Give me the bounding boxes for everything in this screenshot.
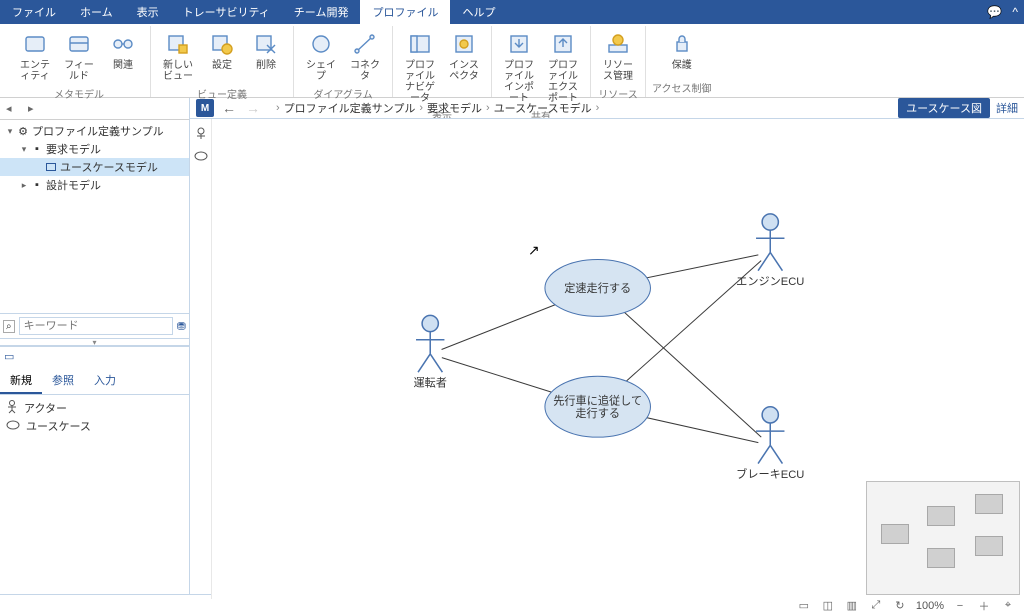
home-badge[interactable]: M (196, 99, 214, 117)
ribbon-delete-button[interactable]: 削除 (245, 28, 287, 73)
ribbon: エンティティフィールド関連メタモデル新しいビュー設定削除ビュー定義シェイプコネク… (0, 24, 1024, 98)
crumb[interactable]: 要求モデル (427, 100, 482, 116)
ribbon-protect-button[interactable]: 保護 (661, 28, 703, 73)
zoom-label: 100% (916, 600, 944, 612)
filter-icon[interactable]: ⛃ (177, 320, 186, 333)
menu-表示[interactable]: 表示 (125, 0, 171, 24)
ribbon-entity-button[interactable]: エンティティ (14, 28, 56, 84)
diagram-canvas[interactable]: 運転者エンジンECUブレーキECU定速走行する先行車に追従して走行する↖ (212, 119, 1024, 599)
tree-item[interactable]: ▾▪要求モデル (0, 140, 189, 158)
stencil-column (190, 119, 212, 599)
ribbon-relation-button[interactable]: 関連 (102, 28, 144, 73)
ribbon-settings-button[interactable]: 設定 (201, 28, 243, 73)
search-icon: ⌕ (3, 320, 15, 333)
palette-item-usecase[interactable]: ユースケース (6, 417, 183, 435)
usecase-uc2[interactable]: 先行車に追従して走行する (545, 376, 651, 437)
palette-tab-入力[interactable]: 入力 (84, 368, 126, 394)
collapse-handle[interactable]: ▾ (0, 338, 189, 346)
nav-back[interactable]: ← (220, 100, 238, 116)
svg-text:ブレーキECU: ブレーキECU (736, 467, 804, 481)
tree-item[interactable]: ▸▪設計モデル (0, 176, 189, 194)
target-icon[interactable]: ⌖ (1000, 598, 1016, 614)
ribbon-newview-button[interactable]: 新しいビュー (157, 28, 199, 84)
ribbon-navigator-button[interactable]: プロファイルナビゲータ (399, 28, 441, 106)
svg-text:定速走行する: 定速走行する (564, 281, 631, 295)
svg-text:運転者: 運転者 (413, 376, 446, 389)
crumb[interactable]: プロファイル定義サンプル (284, 100, 416, 116)
usecase-stencil-icon[interactable] (194, 151, 208, 165)
palette-tab-新規[interactable]: 新規 (0, 368, 42, 394)
ribbon-shape-button[interactable]: シェイプ (300, 28, 342, 84)
canvas-area: M ← → ›プロファイル定義サンプル›要求モデル›ユースケースモデル› ユース… (190, 98, 1024, 594)
view-type-badge[interactable]: ユースケース図 (898, 98, 990, 118)
palette-item-actor[interactable]: アクター (6, 399, 183, 417)
palette-tab-参照[interactable]: 参照 (42, 368, 84, 394)
ribbon-export-button[interactable]: プロファイルエクスポート (542, 28, 584, 106)
search-input[interactable] (19, 317, 173, 335)
svg-text:エンジンECU: エンジンECU (736, 276, 804, 288)
minimap[interactable] (866, 481, 1020, 595)
menu-ファイル[interactable]: ファイル (0, 0, 68, 24)
ribbon-resource-button[interactable]: リソース管理 (597, 28, 639, 84)
actor-engine[interactable]: エンジンECU (736, 214, 804, 288)
fit-icon[interactable]: ⤢ (868, 598, 884, 614)
crumb[interactable]: ユースケースモデル (494, 100, 592, 116)
minimap-toggle-icon[interactable]: ▥ (844, 598, 860, 614)
palette-icon: ▭ (4, 350, 24, 366)
split-layout-icon[interactable]: ◫ (820, 598, 836, 614)
chevron-left-icon[interactable]: ◂ (6, 102, 20, 116)
menu-プロファイル[interactable]: プロファイル (360, 0, 450, 24)
window-layout-icon[interactable]: ▭ (796, 598, 812, 614)
chevron-right-icon[interactable]: ▸ (28, 102, 42, 116)
menu-ヘルプ[interactable]: ヘルプ (450, 0, 507, 24)
menu-トレーサビリティ[interactable]: トレーサビリティ (171, 0, 282, 24)
ribbon-field-button[interactable]: フィールド (58, 28, 100, 84)
refresh-icon[interactable]: ↻ (892, 598, 908, 614)
ribbon-import-button[interactable]: プロファイルインポート (498, 28, 540, 106)
sidebar: ◂ ▸ ▾⚙プロファイル定義サンプル▾▪要求モデルユースケースモデル▸▪設計モデ… (0, 98, 190, 594)
svg-text:走行する: 走行する (575, 407, 620, 420)
detail-link[interactable]: 詳細 (996, 100, 1018, 116)
comment-icon[interactable]: 💬 (987, 5, 1002, 19)
tree-item[interactable]: ユースケースモデル (0, 158, 189, 176)
chevron-up-icon[interactable]: ^ (1012, 5, 1018, 19)
menu-ホーム[interactable]: ホーム (68, 0, 125, 24)
nav-forward[interactable]: → (244, 100, 262, 116)
tree-item[interactable]: ▾⚙プロファイル定義サンプル (0, 122, 189, 140)
model-tree[interactable]: ▾⚙プロファイル定義サンプル▾▪要求モデルユースケースモデル▸▪設計モデル (0, 120, 189, 313)
quick-access-toolbar: ◂ ▸ (0, 98, 189, 120)
ribbon-connector-button[interactable]: コネクタ (344, 28, 386, 84)
actor-brake[interactable]: ブレーキECU (736, 407, 804, 481)
menubar: ファイルホーム表示トレーサビリティチーム開発プロファイルヘルプ 💬 ^ (0, 0, 1024, 24)
actor-stencil-icon[interactable] (194, 127, 208, 141)
breadcrumb[interactable]: ›プロファイル定義サンプル›要求モデル›ユースケースモデル› (274, 100, 601, 116)
zoom-out-icon[interactable]: − (952, 598, 968, 614)
menu-チーム開発[interactable]: チーム開発 (282, 0, 361, 24)
actor-driver[interactable]: 運転者 (413, 315, 446, 389)
svg-text:先行車に追従して: 先行車に追従して (553, 394, 642, 408)
usecase-uc1[interactable]: 定速走行する (545, 260, 651, 317)
zoom-in-icon[interactable]: ＋ (976, 598, 992, 614)
ribbon-inspector-button[interactable]: インスペクタ (443, 28, 485, 84)
